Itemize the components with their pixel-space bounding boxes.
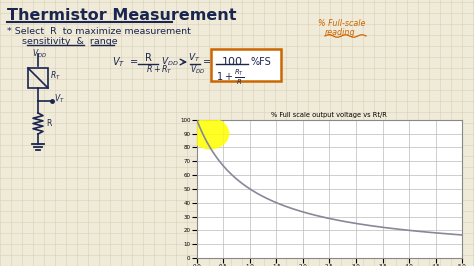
Text: $V_{DD}$: $V_{DD}$ [190,64,205,76]
Text: $V_T$  =: $V_T$ = [112,55,138,69]
Text: $V_T$: $V_T$ [188,52,200,64]
Text: * Select  R  to maximize measurement: * Select R to maximize measurement [7,27,191,36]
Text: reading: reading [325,28,356,37]
Text: $V_{DD}$: $V_{DD}$ [32,48,47,60]
Text: $V_T$: $V_T$ [54,93,65,105]
Text: $R+R_T$: $R+R_T$ [146,64,173,76]
Text: R: R [145,53,151,63]
Text: R: R [46,118,51,127]
Title: % Full scale output voltage vs Rt/R: % Full scale output voltage vs Rt/R [272,112,387,118]
Text: Thermistor Measurement: Thermistor Measurement [7,8,237,23]
FancyBboxPatch shape [211,49,281,81]
Text: $1+\frac{R_T}{R}$: $1+\frac{R_T}{R}$ [216,68,244,88]
Bar [28,68,48,88]
Text: %FS: %FS [251,57,272,67]
Text: $R_T$: $R_T$ [50,70,61,82]
Ellipse shape [191,118,228,149]
Text: 100: 100 [221,57,243,67]
Text: $V_{DD}$: $V_{DD}$ [161,56,179,68]
Text: =: = [203,57,211,67]
Text: % Full-scale: % Full-scale [318,19,365,28]
Text: sensitivity  &  range: sensitivity & range [7,37,118,46]
